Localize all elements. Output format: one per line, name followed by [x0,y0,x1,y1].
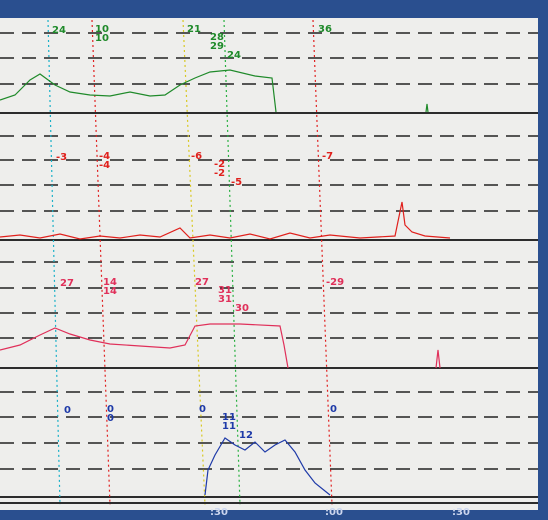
channel-label: 14 [103,286,117,297]
paper [0,18,538,510]
channel-label: -3 [56,152,67,163]
traces [0,69,451,496]
channel-label: 29 [210,41,224,52]
channel-label: -4 [99,151,110,162]
channel-label: -29 [326,277,344,288]
channel-label: 11 [222,412,236,423]
channel-label: 24 [52,25,66,36]
channel-label: 11 [222,421,236,432]
channel-label: -2 [214,168,225,179]
event-markers [47,19,333,506]
channel-label: 10 [95,33,109,44]
channel-label: 21 [187,24,201,35]
time-label: :00 [325,507,343,518]
channel-label: 28 [210,32,224,43]
channel-label: -5 [231,177,242,188]
channel-label: 30 [235,303,249,314]
channel-label: 36 [318,24,332,35]
channel-label: 0 [107,404,114,415]
channel-label: 14 [103,277,117,288]
channel-label: 27 [60,278,74,289]
channel-label: 0 [64,405,71,416]
channel-label: 10 [95,24,109,35]
channel-label: 31 [218,285,232,296]
channel-label: 0 [199,404,206,415]
time-label: :30 [210,507,228,518]
channel-label: 24 [227,50,241,61]
channel-label: -6 [191,151,202,162]
channel-label: 31 [218,294,232,305]
channel-label: 0 [330,404,337,415]
channel-label: -2 [214,159,225,170]
channel-label: 12 [239,430,253,441]
time-label: :30 [452,507,470,518]
channel-label: 27 [195,277,209,288]
channel-label: -7 [322,151,333,162]
channel-label: 0 [107,413,114,424]
channel-label: -4 [99,160,110,171]
grid [0,32,538,498]
